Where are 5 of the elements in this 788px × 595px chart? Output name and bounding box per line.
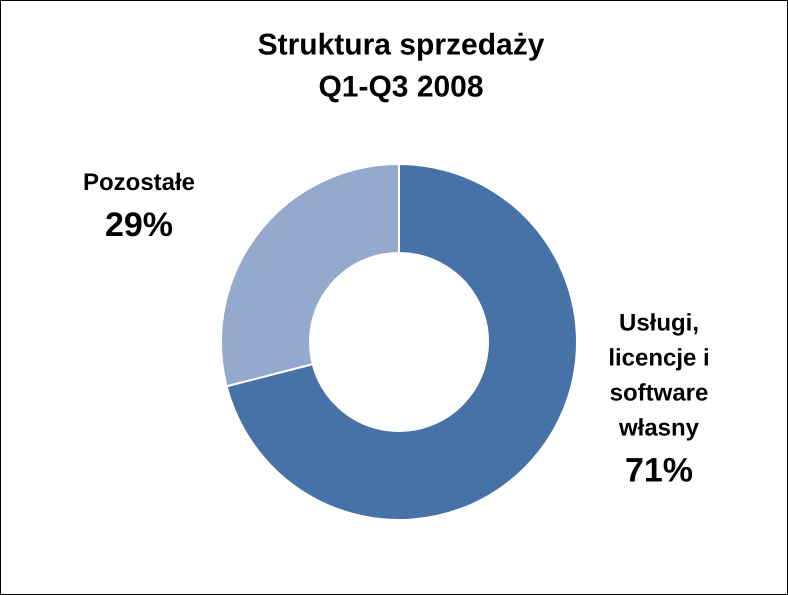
slice-label: Usługi, licencje i software własny	[608, 310, 710, 442]
data-label: 71%	[624, 451, 694, 490]
chart-title: Struktura sprzedaży Q1-Q3 2008	[258, 28, 545, 104]
data-label: 29%	[104, 206, 174, 244]
slice-label: Pozostałe	[82, 169, 196, 196]
